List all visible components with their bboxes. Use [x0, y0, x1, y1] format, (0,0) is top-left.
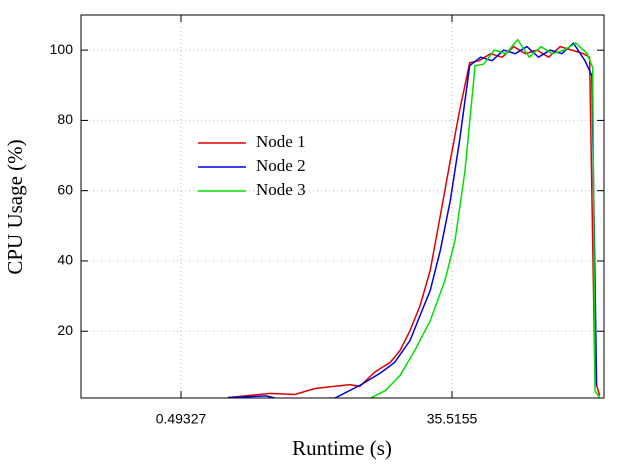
legend-label: Node 1: [256, 132, 306, 151]
y-axis-label: CPU Usage (%): [3, 139, 27, 274]
series-line: [227, 45, 601, 398]
x-axis-label: Runtime (s): [292, 436, 392, 460]
series-line: [227, 41, 598, 398]
legend-label: Node 2: [256, 156, 306, 175]
y-tick-label: 40: [57, 252, 73, 268]
grid: [81, 15, 604, 398]
x-tick-label: 35.5155: [427, 411, 478, 427]
plot-frame: [80, 14, 605, 399]
legend: Node 1 Node 2 Node 3: [198, 132, 306, 199]
ticks: 20 40 60 80 100 0.49327 35.5155: [50, 15, 604, 427]
y-tick-label: 100: [50, 41, 74, 57]
legend-label: Node 3: [256, 180, 306, 199]
y-tick-label: 20: [57, 322, 73, 338]
plot-lines: [227, 38, 601, 398]
y-tick-label: 60: [57, 181, 73, 197]
y-tick-label: 80: [57, 111, 73, 127]
x-tick-label: 0.49327: [156, 411, 207, 427]
series-line: [369, 38, 601, 398]
